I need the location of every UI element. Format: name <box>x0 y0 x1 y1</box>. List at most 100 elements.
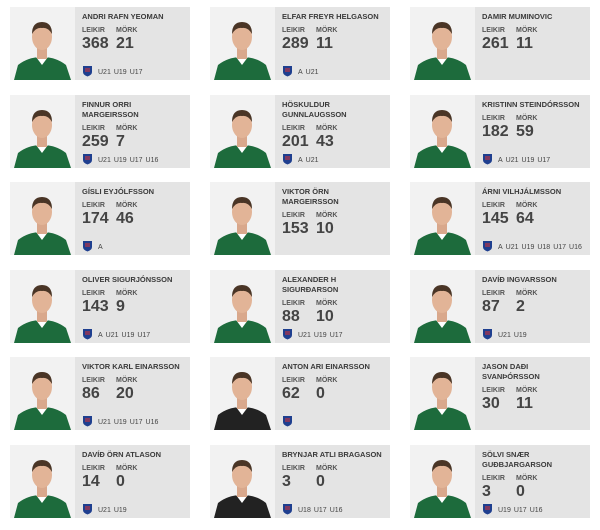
player-card: KRISTINN STEINDÓRSSON LEIKIR 182 MÖRK 59 A U21… <box>410 94 590 168</box>
national-teams: A U21 <box>282 65 386 77</box>
games-value: 3 <box>482 483 491 500</box>
goals-value: 11 <box>516 35 533 52</box>
goals-column: MÖRK 9 <box>116 289 150 315</box>
portrait <box>14 284 71 343</box>
goals-value: 43 <box>316 132 334 150</box>
national-teams: U21 U19 <box>482 328 586 340</box>
goals-value: 0 <box>116 473 125 490</box>
portrait <box>214 22 271 80</box>
player-name: GÍSLI EYJÓLFSSON <box>82 187 155 197</box>
national-teams: U21 U19 U17 U16 <box>82 153 186 165</box>
player-photo <box>210 94 275 168</box>
team-tag: U19 <box>113 156 127 164</box>
federation-logo <box>83 66 92 77</box>
info-panel: DAVÍÐ INGVARSSON LEIKIR 87 MÖRK 2 U21 U19 <box>475 269 590 343</box>
national-teams: U21 U19 U17 <box>282 328 386 340</box>
team-tag: U17 <box>137 331 151 339</box>
goals-column: MÖRK 0 <box>116 464 150 490</box>
stats: LEIKIR 88 MÖRK 10 <box>282 299 350 325</box>
team-tag: U21 <box>98 69 111 76</box>
federation-logo <box>83 153 92 165</box>
portrait <box>214 284 271 343</box>
team-tag: U21 <box>305 156 319 164</box>
team-tag: U16 <box>145 419 159 427</box>
games-value: 3 <box>282 473 291 490</box>
stats: LEIKIR 201 MÖRK 43 <box>282 124 350 150</box>
goals-column: MÖRK 7 <box>116 124 150 150</box>
player-card: ANDRI RAFN YEOMAN LEIKIR 368 MÖRK 21 U21 U19 U1… <box>10 7 190 80</box>
player-name: OLIVER SIGURJÓNSSON <box>82 274 173 284</box>
goals-label: MÖRK <box>116 202 138 210</box>
player-card: GÍSLI EYJÓLFSSON LEIKIR 174 MÖRK 46 A <box>10 182 190 256</box>
national-teams: U19 U17 U16 <box>482 503 586 515</box>
player-card: HÖSKULDUR GUNNLAUGSSON LEIKIR 201 MÖRK 43 A U2… <box>210 94 390 168</box>
goals-label: MÖRK <box>116 289 138 297</box>
info-panel: FINNUR ORRI MARGEIRSSON LEIKIR 259 MÖRK 7 U21… <box>75 94 190 168</box>
goals-label: MÖRK <box>116 377 138 385</box>
info-panel: ANDRI RAFN YEOMAN LEIKIR 368 MÖRK 21 U21 U19 U1… <box>75 7 190 80</box>
goals-column: MÖRK 43 <box>316 124 350 150</box>
player-card: ALEXANDER H SIGURÐARSON LEIKIR 88 MÖRK 10 U21… <box>210 269 390 343</box>
info-panel: KRISTINN STEINDÓRSSON LEIKIR 182 MÖRK 59 A U21… <box>475 94 590 168</box>
player-card: VIKTOR KARL EINARSSON LEIKIR 86 MÖRK 20 U21 U1… <box>10 357 190 431</box>
stats: LEIKIR 86 MÖRK 20 <box>82 376 150 402</box>
player-photo <box>210 445 275 518</box>
team-tag: U17 <box>513 507 527 514</box>
national-teams: A U21 U19 U17 <box>482 153 586 165</box>
team-tag: U18 <box>298 507 311 514</box>
goals-value: 9 <box>116 297 125 315</box>
national-teams: U21 U19 U17 <box>82 65 186 77</box>
team-tag: U17 <box>537 156 551 164</box>
games-column: LEIKIR 368 <box>82 26 116 52</box>
info-panel: SÖLVI SNÆR GUÐBJARGARSON LEIKIR 3 MÖRK 0 U19 U… <box>475 445 590 518</box>
player-name: DAMIR MUMINOVIC <box>482 12 553 21</box>
goals-column: MÖRK 11 <box>516 386 550 412</box>
team-tag: U17 <box>129 419 143 427</box>
national-teams: U21 U19 <box>82 503 186 515</box>
games-value: 182 <box>482 122 509 140</box>
player-name: VIKTOR ÖRN MARGEIRSSON <box>282 187 339 207</box>
stats: LEIKIR 30 MÖRK 11 <box>482 386 550 412</box>
stats: LEIKIR 145 MÖRK 64 <box>482 201 550 227</box>
team-list: U18 U17 U16 <box>298 507 373 515</box>
stats: LEIKIR 62 MÖRK 0 <box>282 376 350 402</box>
federation-logo <box>483 241 492 252</box>
player-name: BRYNJAR ATLI BRAGASON <box>282 450 382 459</box>
games-value: 153 <box>282 220 309 238</box>
portrait <box>414 22 471 80</box>
games-label: LEIKIR <box>482 27 505 34</box>
games-label: LEIKIR <box>82 289 105 297</box>
federation-logo <box>83 241 92 252</box>
player-card: DAVÍÐ INGVARSSON LEIKIR 87 MÖRK 2 U21 U19 <box>410 269 590 343</box>
stats: LEIKIR 259 MÖRK 7 <box>82 124 150 150</box>
goals-label: MÖRK <box>516 202 538 210</box>
player-photo <box>210 269 275 343</box>
games-label: LEIKIR <box>482 475 505 482</box>
player-photo <box>410 7 475 80</box>
games-column: LEIKIR 30 <box>482 386 516 412</box>
games-label: LEIKIR <box>282 377 305 385</box>
federation-logo <box>283 153 292 165</box>
stats: LEIKIR 368 MÖRK 21 <box>82 26 150 52</box>
games-value: 88 <box>282 307 300 325</box>
goals-label: MÖRK <box>116 465 138 472</box>
info-panel: OLIVER SIGURJÓNSSON LEIKIR 143 MÖRK 9 A U21 U19… <box>75 269 190 343</box>
portrait <box>414 109 471 168</box>
national-teams <box>282 415 386 427</box>
team-tag: A <box>298 69 303 76</box>
team-tag: U19 <box>521 244 535 252</box>
games-column: LEIKIR 174 <box>82 201 116 227</box>
team-tag: U16 <box>569 244 582 252</box>
info-panel: GÍSLI EYJÓLFSSON LEIKIR 174 MÖRK 46 A <box>75 182 190 256</box>
goals-value: 11 <box>516 395 533 413</box>
player-photo <box>410 269 475 343</box>
player-photo <box>210 357 275 431</box>
portrait <box>214 460 271 518</box>
games-value: 87 <box>482 297 500 315</box>
stats: LEIKIR 289 MÖRK 11 <box>282 26 350 52</box>
team-list: A U21 <box>298 157 373 165</box>
team-tag: U19 <box>498 507 511 514</box>
goals-column: MÖRK 11 <box>516 26 550 52</box>
federation-logo <box>283 416 292 427</box>
federation-logo <box>283 66 292 77</box>
